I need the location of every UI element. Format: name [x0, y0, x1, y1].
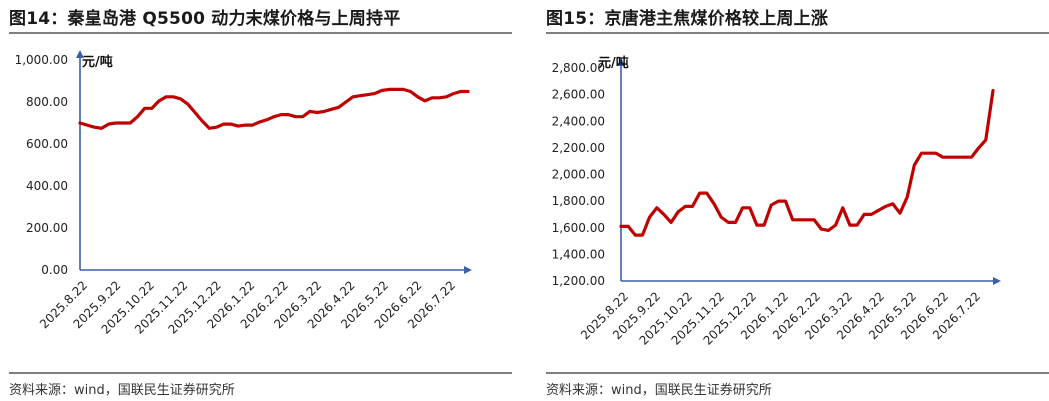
chart-panel-14: 图14：秦皇岛港 Q5500 动力末煤价格与上周持平 0.00 200.00 400…	[0, 0, 512, 401]
y-tick-label: 200.00	[26, 221, 68, 235]
y-tick-label: 400.00	[26, 179, 68, 193]
chart-title: 图14：秦皇岛港 Q5500 动力末煤价格与上周持平	[9, 9, 401, 29]
y-tick-label: 1,400.00	[552, 247, 605, 261]
y-tick-label: 2,200.00	[552, 141, 605, 155]
x-axis-arrow	[464, 266, 472, 274]
y-tick-label: 800.00	[26, 95, 68, 109]
y-tick-label: 1,200.00	[552, 274, 605, 288]
y-tick-label: 0.00	[41, 263, 68, 277]
y-axis-arrow	[617, 58, 625, 66]
line-chart-coking-coal: 1,200.00 1,400.00 1,600.00 1,800.00 2,000.00…	[552, 55, 1001, 348]
y-tick-label: 1,000.00	[15, 53, 68, 67]
y-tick-label: 2,600.00	[552, 88, 605, 102]
chart-panel-15: 图15：京唐港主焦煤价格较上周上涨 1,200.00 1,400.00 1,600.…	[537, 0, 1049, 401]
series-line	[78, 87, 470, 130]
y-tick-label: 1,600.00	[552, 221, 605, 235]
source-divider	[9, 372, 512, 374]
y-tick-label: 2,400.00	[552, 114, 605, 128]
title-divider	[546, 32, 1049, 34]
source-note: 资料来源：wind，国联民生证券研究所	[9, 383, 235, 398]
series-line	[619, 88, 995, 237]
y-tick-label: 600.00	[26, 137, 68, 151]
y-axis-unit-label: 元/吨	[82, 54, 113, 70]
y-tick-label: 2,800.00	[552, 61, 605, 75]
x-axis-arrow	[993, 277, 1001, 285]
y-tick-label: 2,000.00	[552, 168, 605, 182]
source-note: 资料来源：wind，国联民生证券研究所	[546, 383, 772, 398]
y-tick-label: 1,800.00	[552, 194, 605, 208]
y-axis-unit-label: 元/吨	[598, 55, 629, 71]
y-axis-arrow	[76, 50, 84, 58]
source-divider	[546, 372, 1049, 374]
chart-title: 图15：京唐港主焦煤价格较上周上涨	[546, 9, 829, 29]
title-divider	[9, 32, 512, 34]
